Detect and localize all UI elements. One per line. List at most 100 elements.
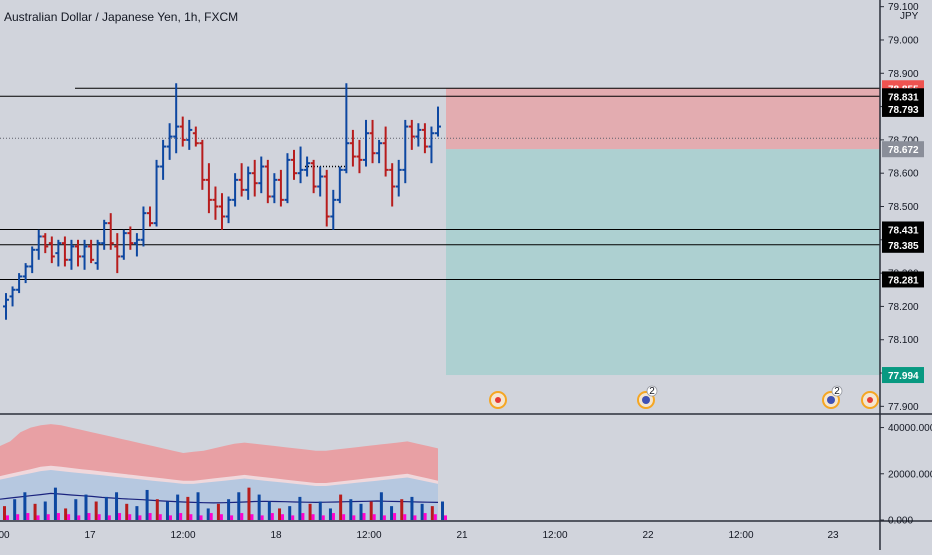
volume-bar-secondary: [382, 515, 386, 520]
price-axis-label: 78.200: [888, 302, 919, 313]
volume-bar-secondary: [148, 513, 152, 520]
volume-bar: [125, 503, 129, 520]
volume-bar: [104, 496, 108, 520]
volume-bar: [165, 501, 169, 520]
volume-bar: [247, 487, 251, 520]
volume-bar: [318, 501, 322, 520]
volume-bar-secondary: [260, 515, 264, 520]
volume-bar-secondary: [250, 514, 254, 520]
volume-bar: [145, 489, 149, 520]
volume-bar: [359, 503, 363, 520]
volume-bar: [278, 508, 282, 520]
price-tag-label: 77.994: [888, 371, 919, 382]
volume-bar-secondary: [433, 514, 437, 520]
time-axis-label: 12:00: [170, 530, 195, 541]
time-axis-label: 00: [0, 530, 10, 541]
volume-mid-band: [0, 470, 438, 520]
volume-bar: [288, 506, 292, 520]
price-axis-label: 79.000: [888, 35, 919, 46]
volume-bar: [43, 501, 47, 520]
volume-bar: [379, 492, 383, 520]
volume-bar-secondary: [26, 513, 30, 520]
volume-bar-secondary: [16, 514, 20, 520]
event-badge-count: 2: [834, 386, 840, 397]
price-tag-label: 78.672: [888, 145, 919, 156]
time-axis-label: 21: [456, 530, 468, 541]
price-tag-target[interactable]: [882, 367, 924, 384]
volume-bar-secondary: [56, 513, 60, 520]
volume-bar: [237, 492, 241, 520]
time-axis-label: 12:00: [356, 530, 381, 541]
volume-bar-secondary: [372, 514, 376, 520]
volume-bar: [155, 499, 159, 520]
volume-bar-secondary: [158, 514, 162, 520]
volume-bar: [328, 508, 332, 520]
volume-average-line: [0, 492, 439, 504]
volume-bar-secondary: [230, 515, 234, 520]
volume-bar-secondary: [423, 513, 427, 520]
volume-bar-secondary: [281, 514, 285, 520]
volume-bar-secondary: [301, 513, 305, 520]
volume-bar: [441, 501, 444, 520]
volume-bar: [390, 506, 394, 520]
volume-bar: [33, 503, 37, 520]
price-tag-level[interactable]: [882, 100, 924, 117]
time-axis-label: 23: [827, 530, 839, 541]
volume-bar-secondary: [413, 515, 417, 520]
volume-bar: [298, 496, 302, 520]
price-tag-level[interactable]: [882, 271, 924, 288]
price-axis-label: 77.900: [888, 402, 919, 413]
volume-bar: [53, 487, 57, 520]
volume-bar-secondary: [77, 515, 81, 520]
price-tag-label: 78.431: [888, 225, 919, 236]
volume-bar-secondary: [87, 513, 91, 520]
volume-bar-secondary: [97, 514, 101, 520]
time-axis-label: 22: [642, 530, 654, 541]
volume-bar: [400, 499, 404, 520]
volume-bar-secondary: [168, 515, 172, 520]
volume-bar-secondary: [209, 513, 213, 520]
volume-bar-secondary: [36, 515, 40, 520]
volume-bar: [339, 494, 343, 520]
chart-title: Australian Dollar / Japanese Yen, 1h, FX…: [4, 10, 239, 24]
volume-bar-secondary: [362, 513, 366, 520]
price-tag-level[interactable]: [882, 236, 924, 253]
stop-loss-zone[interactable]: [446, 88, 880, 150]
time-axis-label: 12:00: [542, 530, 567, 541]
volume-bar: [410, 496, 414, 520]
price-axis-label: 78.600: [888, 169, 919, 180]
volume-bar-secondary: [179, 513, 183, 520]
volume-bar: [84, 494, 88, 520]
volume-bar-secondary: [6, 515, 9, 520]
currency-label: JPY: [900, 11, 919, 22]
volume-bar: [74, 499, 78, 520]
price-tag-entry[interactable]: [882, 141, 924, 158]
volume-bar: [115, 492, 119, 520]
volume-bar: [64, 508, 68, 520]
price-axis-label: 78.900: [888, 69, 919, 80]
volume-bar-secondary: [444, 515, 447, 520]
price-tag-level[interactable]: [882, 221, 924, 238]
volume-bar-secondary: [403, 514, 407, 520]
volume-bar-secondary: [46, 514, 50, 520]
time-axis-label: 18: [270, 530, 282, 541]
volume-bar: [267, 501, 271, 520]
volume-bar-secondary: [219, 514, 223, 520]
event-dot-icon: [867, 397, 873, 403]
volume-bar-secondary: [67, 514, 71, 520]
volume-bar-secondary: [107, 515, 111, 520]
volume-bar: [94, 501, 98, 520]
volume-bar: [308, 503, 312, 520]
price-tag-label: 78.831: [888, 92, 919, 103]
volume-bar: [257, 494, 261, 520]
take-profit-zone[interactable]: [446, 149, 880, 376]
volume-bar: [3, 506, 6, 520]
volume-bar-secondary: [331, 513, 335, 520]
price-tag-level[interactable]: [882, 88, 924, 105]
time-axis-label: 17: [84, 530, 96, 541]
event-badge-count: 2: [649, 386, 655, 397]
price-axis-label: 79.100: [888, 2, 919, 13]
volume-bar-secondary: [393, 513, 397, 520]
